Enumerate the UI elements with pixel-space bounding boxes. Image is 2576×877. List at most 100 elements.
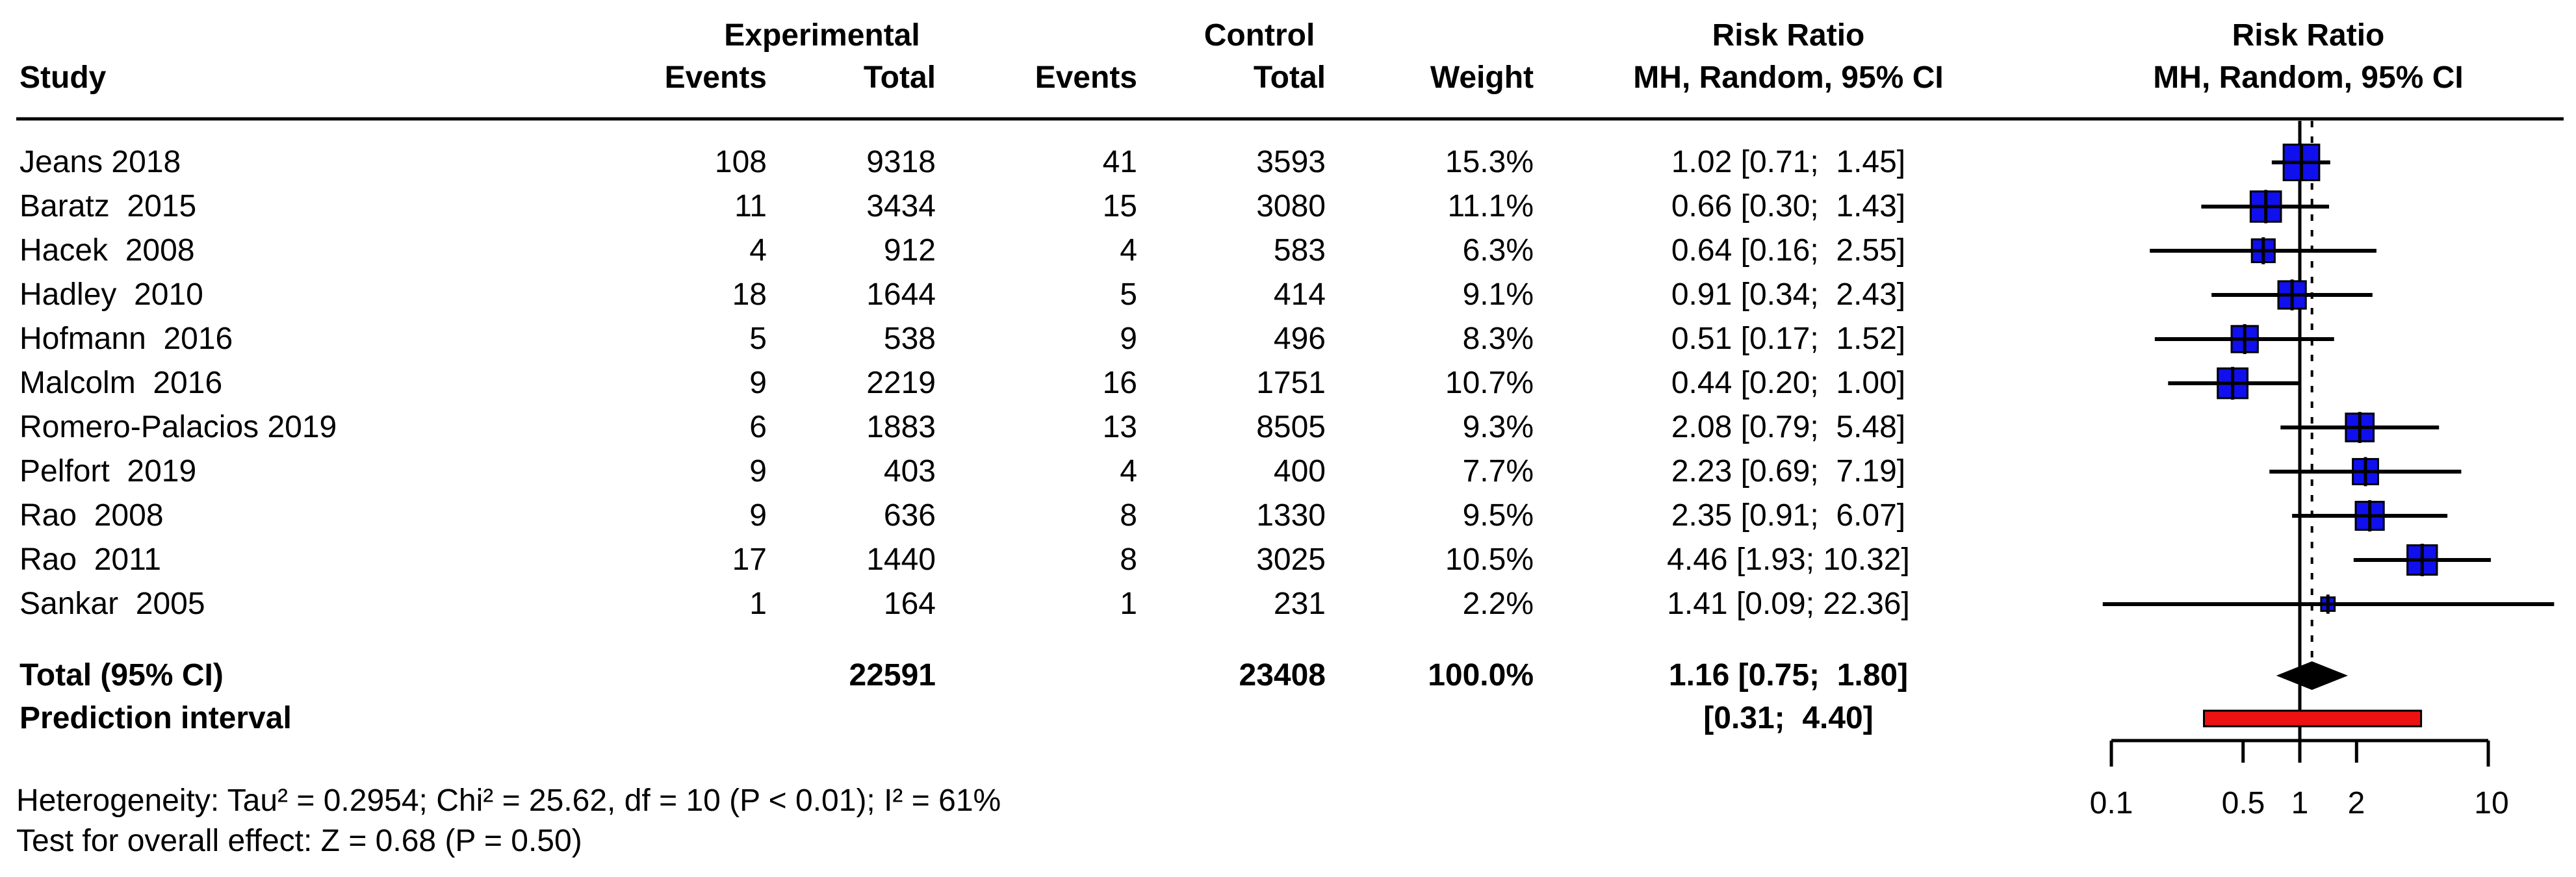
overall-effect-test: Test for overall effect: Z = 0.68 (P = 0… [16,824,582,858]
weight-square [2345,413,2375,442]
study-label: Jeans 2018 [19,145,181,179]
events-ctl-value: 9 [1120,322,1137,356]
axis-tick-label-0.1: 0.1 [2089,786,2133,820]
events-exp-value: 9 [749,366,767,400]
pooled-diamond [2276,661,2349,690]
total-ctl-value: 414 [1273,277,1326,312]
weight-value: 2.2% [1462,587,1534,621]
events-exp-value: 11 [734,189,767,223]
weight-value: 9.5% [1462,498,1534,533]
weight-square [2250,238,2276,264]
events-ctl-value: 4 [1120,233,1137,268]
weight-value: 8.3% [1462,322,1534,356]
total-ctl-column-header: Total [1253,60,1326,95]
total-ctl-value: 1330 [1256,498,1326,533]
total-exp-value: 2219 [866,366,936,400]
weight-square [2277,280,2307,310]
total-ctl-value: 400 [1273,454,1326,489]
total-ctl-value: 3080 [1256,189,1326,223]
total-exp-value: 538 [883,322,936,356]
weight-value: 7.7% [1462,454,1534,489]
weight-square [2282,144,2321,181]
total-label: Total (95% CI) [19,658,224,693]
risk-ratio-column-subtitle: MH, Random, 95% CI [1633,60,1944,95]
prediction-label: Prediction interval [19,701,292,735]
study-label: Sankar 2005 [19,587,205,621]
axis-tick-label-1: 1 [2291,786,2309,820]
events-exp-value: 18 [732,277,767,312]
study-label: Malcolm 2016 [19,366,223,400]
events-ctl-column-header: Events [1035,60,1137,95]
weight-value: 9.1% [1462,277,1534,312]
total-weight: 100.0% [1428,658,1534,693]
total-exp-value: 636 [883,498,936,533]
total-ctl-value: 8505 [1256,410,1326,444]
total-ctl-value: 1751 [1256,366,1326,400]
study-label: Hofmann 2016 [19,322,233,356]
ci-text: 0.66 [0.30; 1.43] [1671,189,1906,223]
study-label: Rao 2008 [19,498,164,533]
column-group-control: Control [1204,18,1315,53]
events-exp-value: 4 [749,233,767,268]
weight-value: 15.3% [1445,145,1534,179]
weight-value: 6.3% [1462,233,1534,268]
study-label: Baratz 2015 [19,189,197,223]
total-exp-value: 1883 [866,410,936,444]
ci-text: 4.46 [1.93; 10.32] [1667,542,1910,577]
events-exp-value: 1 [749,587,767,621]
plot-column-subtitle: MH, Random, 95% CI [2153,60,2464,95]
weight-square [2217,367,2248,400]
weight-value: 10.7% [1445,366,1534,400]
total-exp-value: 403 [883,454,936,489]
axis-tick-label-0.5: 0.5 [2221,786,2265,820]
events-exp-value: 9 [749,454,767,489]
total-ci-text: 1.16 [0.75; 1.80] [1668,658,1909,693]
total-exp-column-header: Total [863,60,936,95]
weight-square [2320,596,2336,612]
events-ctl-value: 8 [1120,498,1137,533]
weight-value: 9.3% [1462,410,1534,444]
events-ctl-value: 41 [1102,145,1137,179]
column-group-experimental: Experimental [724,18,920,53]
axis-tick-label-2: 2 [2347,786,2365,820]
events-ctl-value: 13 [1102,410,1137,444]
ci-text: 2.08 [0.79; 5.48] [1671,410,1906,444]
events-ctl-value: 15 [1102,189,1137,223]
ci-text: 0.51 [0.17; 1.52] [1671,322,1906,356]
ci-text: 1.41 [0.09; 22.36] [1667,587,1910,621]
weight-square [2352,458,2379,485]
ci-text: 1.02 [0.71; 1.45] [1671,145,1906,179]
events-ctl-value: 8 [1120,542,1137,577]
total-ctl-value: 3593 [1256,145,1326,179]
total-exp-value: 912 [883,233,936,268]
total-exp-value: 22591 [849,658,936,693]
total-exp-value: 3434 [866,189,936,223]
weight-column-header: Weight [1430,60,1534,95]
weight-square [2406,544,2438,576]
events-ctl-value: 1 [1120,587,1137,621]
total-exp-value: 9318 [866,145,936,179]
total-exp-value: 1440 [866,542,936,577]
weight-value: 11.1% [1447,189,1534,223]
prediction-interval-bar [2202,709,2423,728]
ci-text: 0.44 [0.20; 1.00] [1671,366,1906,400]
prediction-ci-text: [0.31; 4.40] [1703,701,1874,735]
total-ctl-value: 231 [1273,587,1326,621]
weight-value: 10.5% [1445,542,1534,577]
ci-text: 0.64 [0.16; 2.55] [1671,233,1906,268]
ci-text: 2.35 [0.91; 6.07] [1671,498,1906,533]
weight-square [2230,325,2259,353]
axis-tick-label-10: 10 [2474,786,2509,820]
study-label: Hacek 2008 [19,233,195,268]
study-label: Rao 2011 [19,542,161,577]
total-ctl-value: 496 [1273,322,1326,356]
ci-text: 0.91 [0.34; 2.43] [1671,277,1906,312]
total-ctl-value: 583 [1273,233,1326,268]
weight-square [2249,190,2282,223]
events-exp-value: 5 [749,322,767,356]
ci-text: 2.23 [0.69; 7.19] [1671,454,1906,489]
total-ctl-value: 3025 [1256,542,1326,577]
events-exp-value: 6 [749,410,767,444]
study-label: Pelfort 2019 [19,454,197,489]
